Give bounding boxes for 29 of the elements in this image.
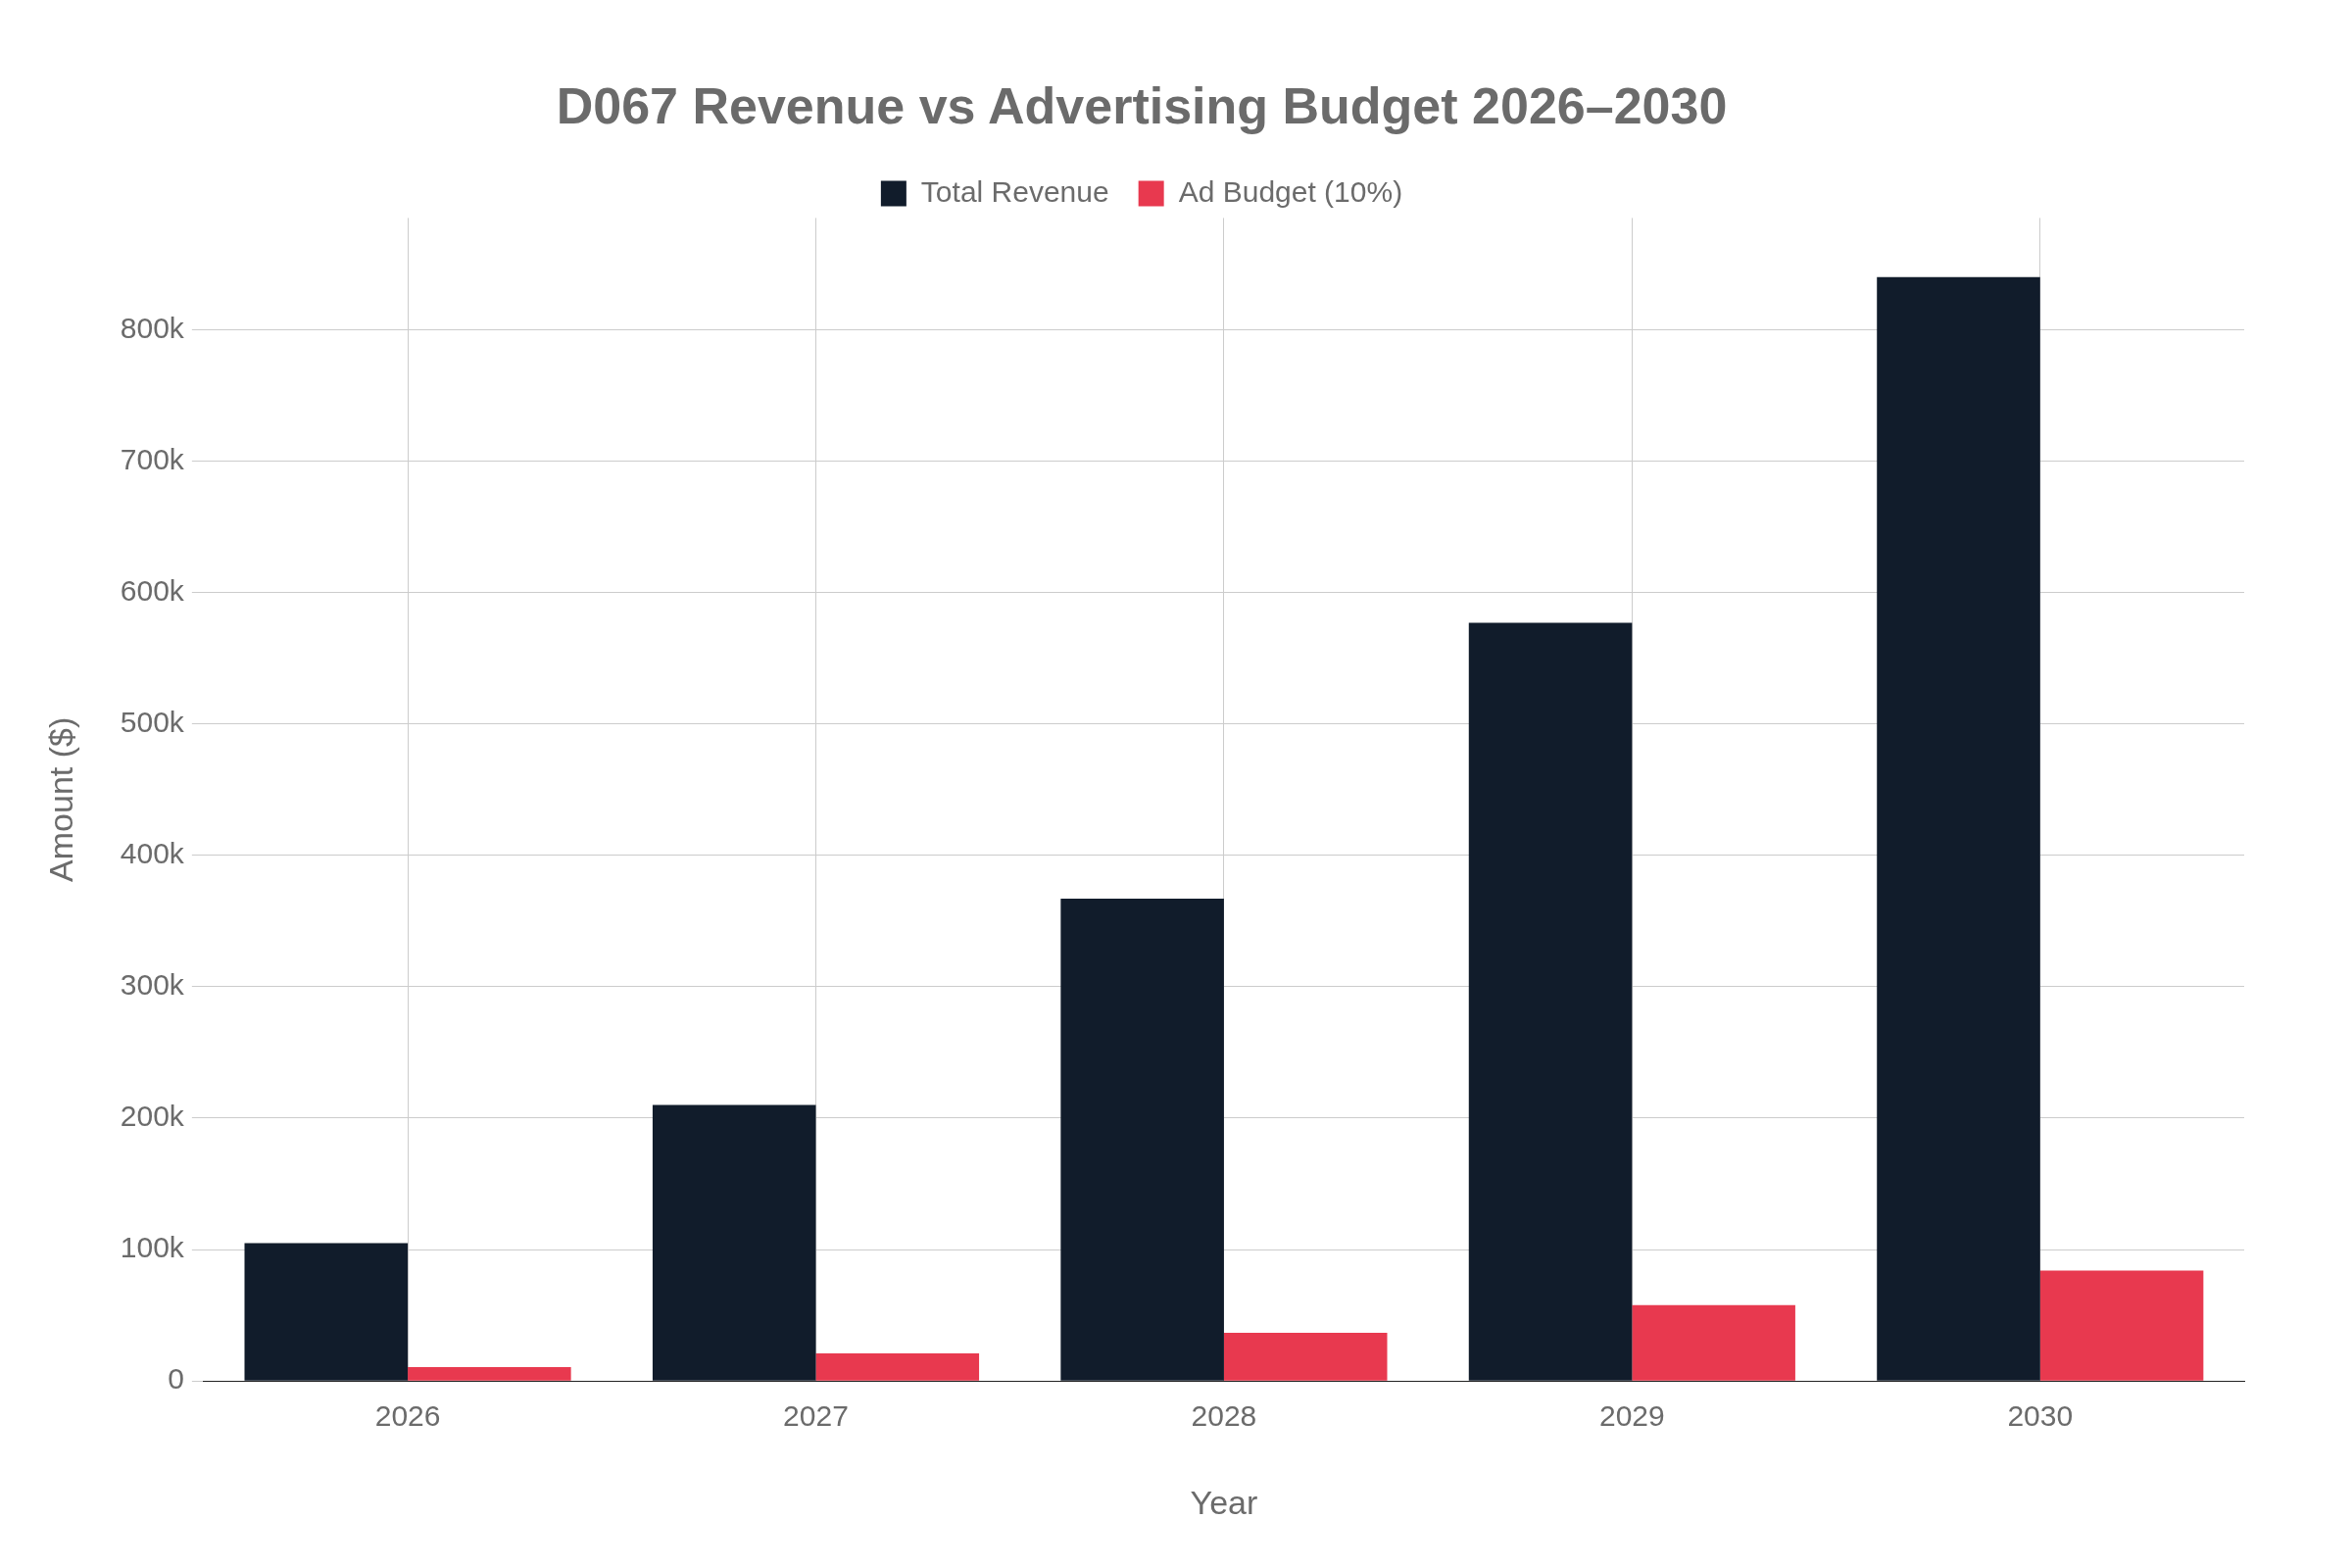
bar (815, 1353, 980, 1381)
y-tick-label: 700k (120, 442, 185, 475)
bar (1223, 1332, 1388, 1381)
y-tick-label: 300k (120, 968, 185, 1002)
bar (652, 1104, 816, 1381)
chart-title: D067 Revenue vs Advertising Budget 2026–2030 (556, 76, 1728, 134)
x-tick-label: 2030 (2007, 1399, 2074, 1433)
bar (1468, 622, 1633, 1381)
bar (2039, 1270, 2204, 1381)
bar (1060, 899, 1224, 1381)
y-tick-label: 200k (120, 1100, 185, 1133)
x-tick-label: 2026 (374, 1399, 441, 1433)
bar (1877, 276, 2040, 1381)
y-tick-label: 500k (120, 705, 185, 738)
y-tick-label: 800k (120, 311, 185, 344)
x-tick-label: 2027 (783, 1399, 849, 1433)
bar (244, 1243, 409, 1381)
y-tick-label: 100k (120, 1231, 185, 1264)
x-tick-label: 2028 (1191, 1399, 1257, 1433)
legend-label: Ad Budget (10%) (1178, 174, 1403, 208)
legend-label: Total Revenue (920, 174, 1109, 208)
y-tick-label: 600k (120, 573, 185, 607)
x-axis-title: Year (1190, 1483, 1258, 1521)
bar (408, 1367, 571, 1381)
y-tick-label: 0 (168, 1362, 184, 1396)
x-tick-label: 2029 (1598, 1399, 1665, 1433)
y-tick-label: 400k (120, 837, 185, 870)
bar (1632, 1304, 1795, 1381)
y-axis-title: Amount ($) (41, 716, 79, 882)
